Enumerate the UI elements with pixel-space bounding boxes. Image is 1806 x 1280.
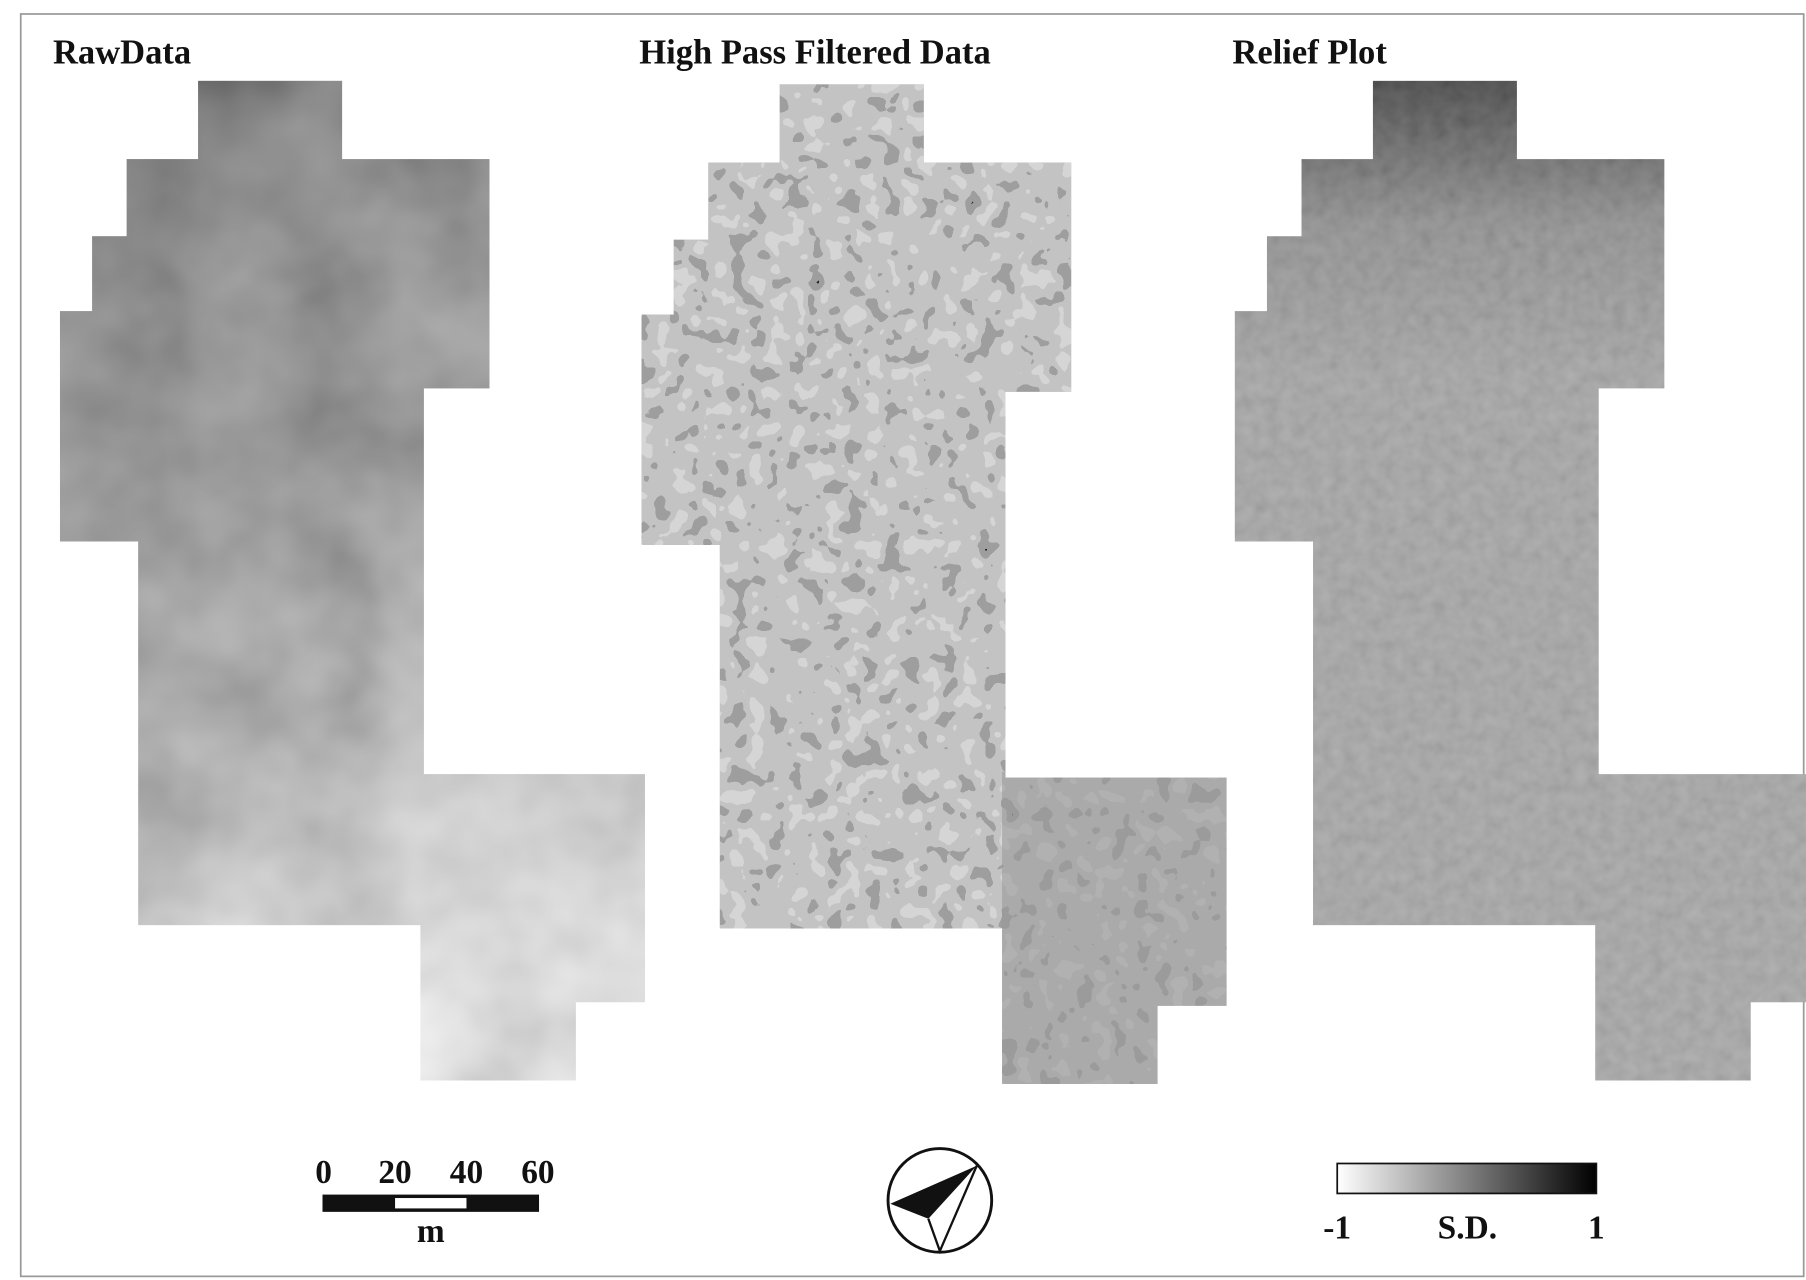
scale-label: 60	[521, 1154, 554, 1191]
panel-title: RawData	[53, 34, 191, 72]
panel-title: High Pass Filtered Data	[639, 34, 991, 72]
legend-label: S.D.	[1438, 1209, 1497, 1246]
raw-data-map	[46, 69, 668, 1094]
scale-bar	[324, 1196, 538, 1211]
north-arrow	[888, 1149, 992, 1253]
legend-max: 1	[1588, 1209, 1605, 1246]
legend-min: -1	[1323, 1209, 1351, 1246]
color-legend	[1337, 1163, 1596, 1193]
high-pass-map	[622, 69, 1250, 1094]
scale-unit: m	[417, 1213, 445, 1250]
scale-label: 20	[378, 1154, 411, 1191]
scale-label: 0	[315, 1154, 332, 1191]
page: {"panels": [{"title": "RawData"}, {"titl…	[0, 0, 1806, 1280]
scale-label: 40	[450, 1154, 483, 1191]
panel-title: Relief Plot	[1232, 34, 1387, 72]
relief-map	[1221, 69, 1806, 1094]
figure: RawData High Pass Filtered Data Relief P…	[0, 0, 1806, 1280]
